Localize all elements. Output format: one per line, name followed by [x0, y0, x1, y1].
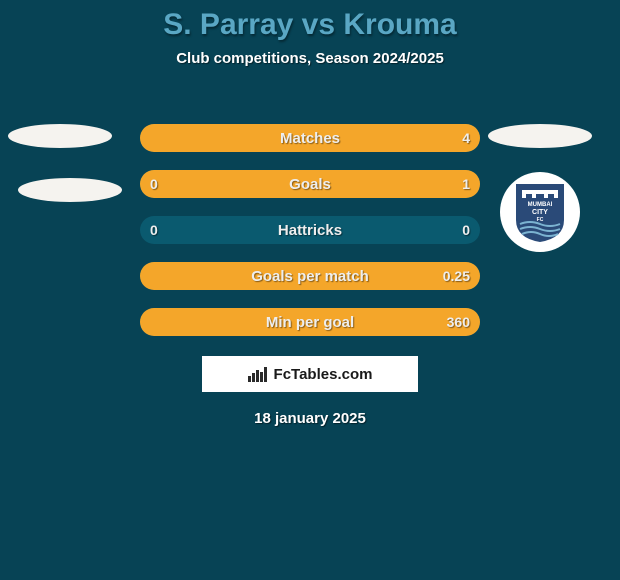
stat-row: Min per goal360: [140, 308, 480, 336]
left-team-ellipse-1: [8, 124, 112, 148]
stat-value-right: 4: [462, 124, 470, 152]
fctables-logo: FcTables.com: [202, 356, 418, 392]
left-team-ellipse-2: [18, 178, 122, 202]
stat-value-left: 0: [150, 170, 158, 198]
stat-label: Goals: [140, 170, 480, 198]
mumbai-city-crest-icon: MUMBAI CITY FC: [512, 180, 568, 244]
stat-row: Hattricks0 0: [140, 216, 480, 244]
svg-text:FC: FC: [537, 217, 544, 223]
comparison-subtitle: Club competitions, Season 2024/2025: [0, 50, 620, 67]
stat-row: Matches4: [140, 124, 480, 152]
stat-value-right: 360: [447, 308, 470, 336]
fctables-logo-text: FcTables.com: [274, 366, 373, 383]
stat-label: Goals per match: [140, 262, 480, 290]
stat-row: Goals per match0.25: [140, 262, 480, 290]
bar-chart-icon: [248, 366, 268, 382]
stat-value-left: 0: [150, 216, 158, 244]
comparison-title: S. Parray vs Krouma: [0, 0, 620, 42]
stat-value-right: 0.25: [443, 262, 470, 290]
right-team-ellipse-1: [488, 124, 592, 148]
stat-label: Min per goal: [140, 308, 480, 336]
stat-row: Goals0 1: [140, 170, 480, 198]
svg-text:MUMBAI: MUMBAI: [528, 202, 553, 208]
stat-value-right: 1: [462, 170, 470, 198]
stats-container: Matches4Goals01Hattricks00Goals per matc…: [140, 124, 480, 336]
right-team-badge: MUMBAI CITY FC: [500, 172, 580, 252]
stat-label: Hattricks: [140, 216, 480, 244]
stat-label: Matches: [140, 124, 480, 152]
comparison-date: 18 january 2025: [0, 410, 620, 427]
svg-text:CITY: CITY: [532, 209, 548, 216]
stat-value-right: 0: [462, 216, 470, 244]
